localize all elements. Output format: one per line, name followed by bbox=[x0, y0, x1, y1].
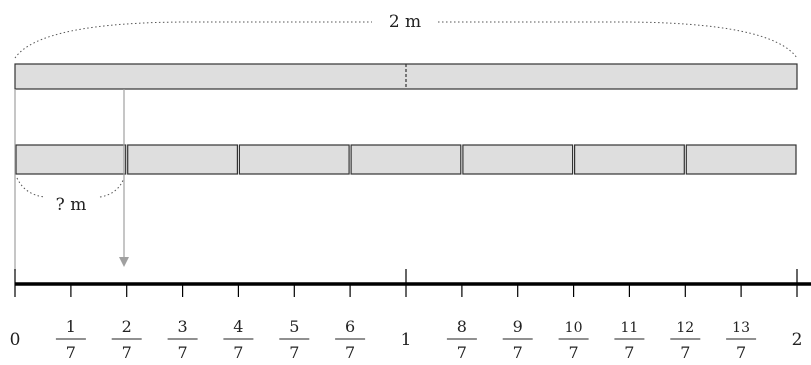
fraction-numerator: 11 bbox=[620, 320, 638, 336]
whole-number-label: 2 bbox=[792, 330, 803, 350]
segment-bar bbox=[15, 144, 797, 175]
tick-label-0: 0 bbox=[10, 330, 21, 350]
fraction-numerator: 2 bbox=[122, 317, 132, 336]
total-length-label: 2 m bbox=[389, 12, 421, 32]
tick-label-9: 97 bbox=[502, 317, 533, 362]
tick-label-6: 67 bbox=[335, 317, 366, 362]
fraction-numerator: 13 bbox=[732, 320, 750, 336]
tick-label-2: 27 bbox=[111, 317, 142, 362]
tick-label-11: 117 bbox=[614, 320, 645, 362]
tick-label-7: 1 bbox=[401, 330, 412, 350]
fraction-denominator: 7 bbox=[345, 343, 355, 362]
fraction-denominator: 7 bbox=[289, 343, 299, 362]
fraction-numerator: 4 bbox=[233, 317, 243, 336]
fraction-denominator: 7 bbox=[680, 343, 690, 362]
fraction-denominator: 7 bbox=[457, 343, 467, 362]
fraction-denominator: 7 bbox=[122, 343, 132, 362]
whole-number-label: 0 bbox=[10, 330, 21, 350]
segment-1 bbox=[15, 144, 127, 175]
segment-2 bbox=[127, 144, 238, 175]
number-line-ticks bbox=[14, 269, 798, 297]
tick-label-1: 17 bbox=[55, 317, 86, 362]
segment-4 bbox=[350, 144, 462, 175]
fraction-denominator: 7 bbox=[624, 343, 634, 362]
total-length-brace bbox=[14, 21, 798, 59]
tick-label-8: 87 bbox=[446, 317, 477, 362]
tick-label-14: 2 bbox=[792, 330, 803, 350]
whole-number-label: 1 bbox=[401, 330, 412, 350]
fraction-numerator: 8 bbox=[457, 317, 467, 336]
segment-6 bbox=[573, 144, 685, 175]
tick-label-3: 37 bbox=[167, 317, 198, 362]
tick-label-12: 127 bbox=[670, 320, 701, 362]
fraction-numerator: 3 bbox=[178, 317, 188, 336]
fraction-denominator: 7 bbox=[736, 343, 746, 362]
fraction-denominator: 7 bbox=[513, 343, 523, 362]
fraction-numerator: 9 bbox=[513, 317, 523, 336]
question-label: ? m bbox=[56, 195, 87, 215]
fraction-numerator: 10 bbox=[565, 320, 583, 336]
fraction-denominator: 7 bbox=[569, 343, 579, 362]
fraction-denominator: 7 bbox=[178, 343, 188, 362]
segment-5 bbox=[462, 144, 574, 175]
fraction-numerator: 1 bbox=[66, 317, 76, 336]
first-segment-brace bbox=[16, 177, 125, 198]
fraction-numerator: 5 bbox=[289, 317, 299, 336]
tick-label-5: 57 bbox=[279, 317, 310, 362]
fraction-numerator: 6 bbox=[345, 317, 355, 336]
tick-label-4: 47 bbox=[223, 317, 254, 362]
fraction-denominator: 7 bbox=[66, 343, 76, 362]
fraction-denominator: 7 bbox=[233, 343, 243, 362]
tick-label-10: 107 bbox=[558, 320, 589, 362]
tick-label-13: 137 bbox=[726, 320, 757, 362]
fraction-numerator: 12 bbox=[676, 320, 694, 336]
segment-3 bbox=[238, 144, 350, 175]
segment-7 bbox=[685, 144, 797, 175]
